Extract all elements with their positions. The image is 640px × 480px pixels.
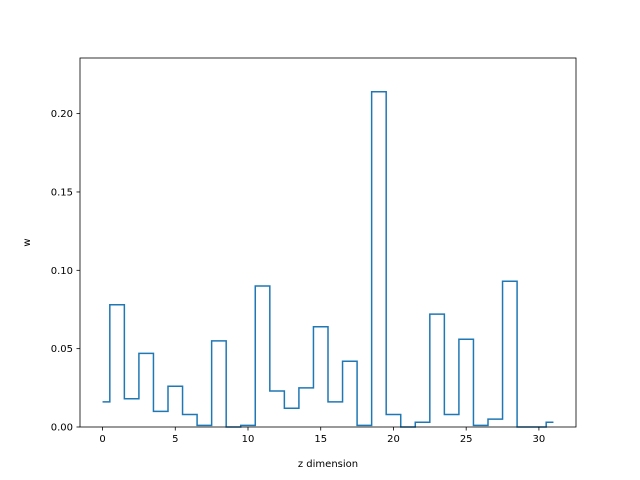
x-tick-label: 0 <box>99 434 105 445</box>
y-tick-label: 0.00 <box>51 423 73 434</box>
x-axis-ticks: 0 5 10 15 20 25 30 <box>99 427 545 445</box>
series-line-0 <box>102 90 554 428</box>
y-tick-label: 0.20 <box>51 109 73 120</box>
y-axis-label: w <box>22 238 33 246</box>
x-tick-label: 20 <box>387 434 400 445</box>
y-axis-ticks: 0.00 0.05 0.10 0.15 0.20 <box>51 109 80 434</box>
y-tick-label: 0.10 <box>51 266 73 277</box>
x-tick-label: 15 <box>314 434 327 445</box>
x-tick-label: 30 <box>533 434 546 445</box>
x-axis-label: z dimension <box>298 459 358 470</box>
y-tick-label: 0.05 <box>51 344 73 355</box>
x-tick-label: 5 <box>172 434 178 445</box>
plot-frame <box>79 57 577 428</box>
x-tick-label: 25 <box>460 434 473 445</box>
x-tick-label: 10 <box>242 434 255 445</box>
series-layer <box>102 90 554 428</box>
y-tick-label: 0.15 <box>51 187 73 198</box>
